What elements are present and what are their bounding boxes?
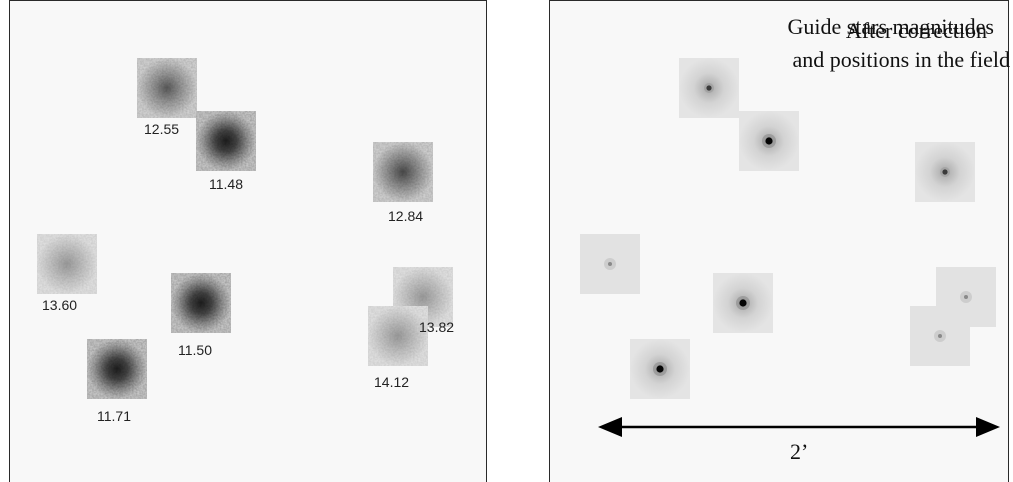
right-title: After correction — [845, 18, 987, 43]
magnitude-label: 14.12 — [374, 374, 410, 390]
magnitude-label: 12.84 — [388, 208, 424, 224]
magnitude-label: 11.50 — [178, 342, 212, 358]
scale-label: 2’ — [790, 439, 809, 464]
magnitude-label: 11.71 — [97, 408, 131, 424]
arrowhead-right-icon — [976, 417, 1000, 437]
left-title-line-2: and positions in the field — [792, 47, 1010, 72]
left-title-line-1: Guide stars magnitudes — [787, 14, 994, 39]
magnitude-label: 12.55 — [144, 121, 180, 137]
magnitude-label: 13.82 — [419, 319, 455, 335]
magnitude-label: 13.60 — [42, 297, 78, 313]
magnitude-label: 11.48 — [209, 176, 243, 192]
arrowhead-left-icon — [598, 417, 622, 437]
